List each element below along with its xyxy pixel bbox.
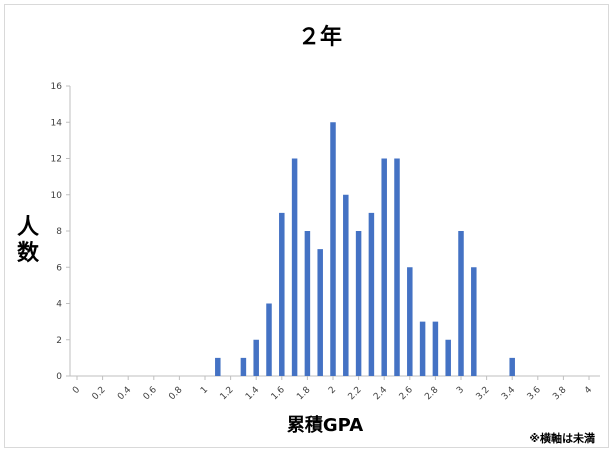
bar (291, 158, 298, 376)
x-tick-label: 0.6 (142, 385, 159, 402)
bar (304, 231, 311, 376)
x-tick-label: 3.4 (500, 385, 517, 402)
bar (407, 267, 413, 376)
x-tick-label: 1 (199, 385, 210, 396)
x-tick-label: 0.2 (91, 385, 108, 402)
bar (355, 231, 362, 376)
bar (317, 249, 323, 377)
y-tick-label: 0 (56, 372, 62, 382)
bar (240, 357, 247, 377)
x-tick-label: 0 (71, 385, 82, 396)
x-tick-label: 3.2 (475, 385, 492, 402)
bar (458, 231, 464, 376)
x-tick-label: 0.4 (116, 385, 133, 402)
x-tick-label: 3.8 (551, 385, 568, 402)
x-tick-label: 0.8 (167, 385, 184, 402)
y-tick-label: 16 (51, 82, 63, 92)
chart-title: ２年 (298, 24, 342, 50)
bar (266, 303, 272, 376)
x-tick-label: 2.6 (398, 385, 415, 402)
y-tick-label: 10 (51, 191, 63, 201)
x-tick-label: 3.6 (526, 385, 543, 402)
bar (432, 321, 439, 377)
x-tick-label: 3 (455, 385, 466, 396)
bars (215, 122, 515, 377)
x-tick-label: 1.6 (270, 385, 287, 402)
bar (419, 321, 426, 377)
y-axis-label-char-1: 人 (17, 215, 39, 240)
bar (279, 212, 285, 377)
bar (509, 357, 515, 377)
x-tick-label: 2.8 (423, 385, 440, 402)
y-tick-label: 14 (51, 118, 63, 128)
bar (368, 212, 375, 377)
y-axis-label-char-2: 数 (17, 240, 40, 266)
bar (445, 339, 451, 376)
x-tick-label: 2.2 (347, 385, 364, 402)
y-tick-label: 12 (51, 155, 62, 165)
y-tick-labels: 0 2 4 6 8 10 12 14 16 (51, 82, 70, 382)
y-tick-label: 2 (56, 336, 62, 346)
bar (343, 194, 349, 376)
bar (381, 158, 387, 376)
x-tick-label: 1.4 (244, 385, 261, 402)
y-tick-label: 6 (56, 263, 62, 273)
x-tick-labels: 0 0.2 0.4 0.6 0.8 1 1.2 1.4 1.6 1.8 2 2.2 2.4 2.6 2.8 3… (71, 376, 594, 402)
x-tick-label: 2 (327, 385, 338, 396)
x-tick-label: 4 (583, 385, 594, 396)
bar (330, 122, 336, 376)
bar (215, 357, 221, 377)
bar (253, 339, 259, 376)
x-tick-label: 1.2 (219, 385, 236, 402)
x-tick-label: 2.4 (372, 385, 389, 402)
x-axis-label: 累積GPA (287, 414, 363, 436)
x-tick-label: 1.8 (295, 385, 312, 402)
y-tick-label: 4 (56, 300, 62, 310)
bar (394, 158, 400, 376)
axis-note: ※横軸は未満 (529, 431, 595, 445)
y-tick-label: 8 (56, 227, 62, 237)
bar (471, 267, 477, 376)
